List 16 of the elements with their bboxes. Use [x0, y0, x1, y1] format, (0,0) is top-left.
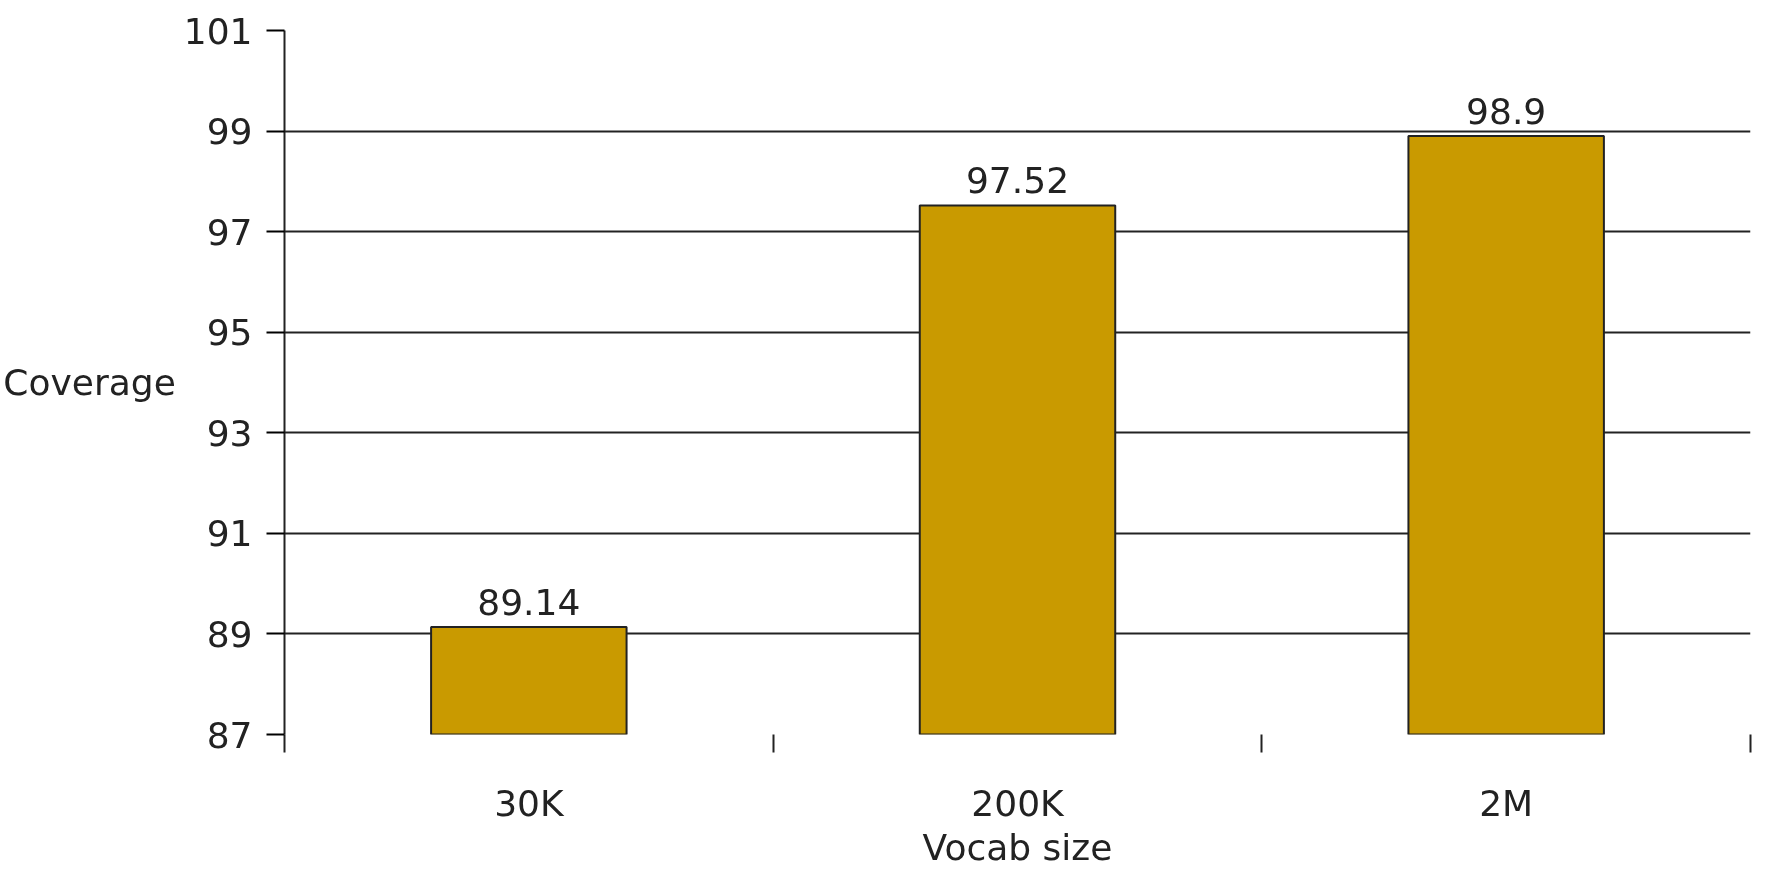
y-tick-label: 91 — [206, 513, 253, 555]
y-tick-label: 95 — [206, 312, 253, 354]
x-tick-label: 2M — [1479, 782, 1534, 824]
y-tick-label: 101 — [183, 10, 253, 52]
data-label: 97.52 — [965, 160, 1070, 202]
x-tick-label: 30K — [494, 782, 565, 824]
y-tick-label: 89 — [206, 613, 253, 655]
y-tick-label: 97 — [206, 211, 253, 253]
data-label: 98.9 — [1466, 91, 1547, 133]
y-tick-label: 93 — [206, 412, 253, 454]
x-tick-label: 200K — [971, 782, 1066, 824]
data-label: 89.14 — [477, 581, 581, 623]
y-tick-label: 99 — [206, 111, 253, 153]
x-axis-title: Vocab size — [922, 826, 1113, 868]
y-axis-title: Coverage — [3, 362, 176, 403]
y-tick-label: 87 — [206, 714, 253, 756]
